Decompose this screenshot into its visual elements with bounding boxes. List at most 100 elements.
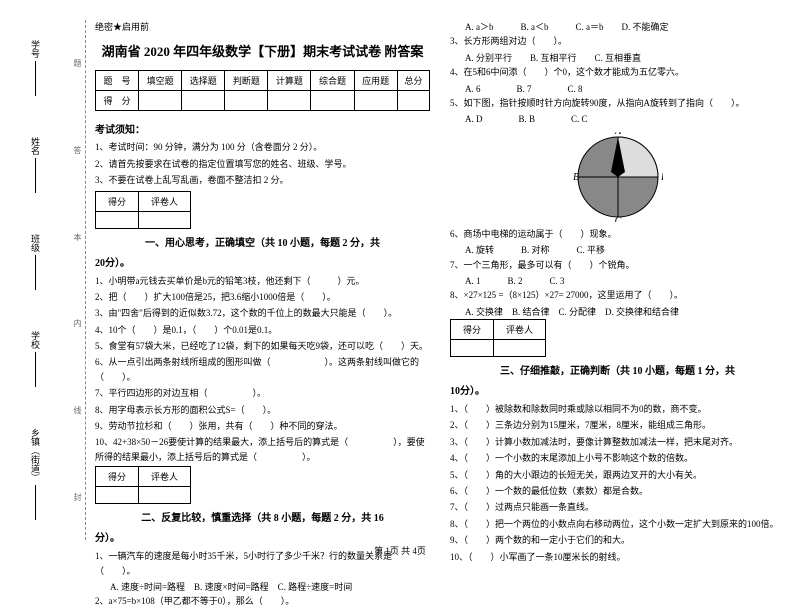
- label-b: B: [573, 172, 579, 183]
- question: 6、商场中电梯的运动属于（ ）现象。: [450, 227, 785, 241]
- table-cell: [311, 91, 354, 111]
- page-footer: 第 1页 共 4页: [374, 544, 426, 557]
- question: 4、（ ）一个小数的末尾添加上小号不影响这个数的倍数。: [450, 451, 785, 465]
- section-score-box: 得分 评卷人: [95, 191, 191, 229]
- score-cell: 评卷人: [139, 191, 191, 211]
- options: A. 1 B. 2 C. 3: [450, 274, 785, 288]
- options: A. 交换律 B. 结合律 C. 分配律 D. 交换律和结合律: [450, 305, 785, 319]
- side-label-xuexiao: 学校: [29, 331, 42, 387]
- question: 2、把（ ）扩大100倍是25，把3.6缩小1000倍是（ ）。: [95, 290, 430, 304]
- notice-item: 2、请首先按要求在试卷的指定位置填写您的姓名、班级、学号。: [95, 158, 430, 172]
- question: 3、长方形两组对边（ ）。: [450, 34, 785, 48]
- question: 5、（ ）角的大小跟边的长短无关，跟两边叉开的大小有关。: [450, 468, 785, 482]
- table-cell: [182, 91, 225, 111]
- marker: 题: [63, 59, 83, 67]
- label-text: 学校: [29, 331, 42, 349]
- label-line: [35, 61, 36, 96]
- table-header: 选择题: [182, 71, 225, 91]
- section-2-points: 分）。: [95, 529, 430, 544]
- question: 3、由"四舍"后得到的近似数3.72，这个数的千位上的数最大只能是（ ）。: [95, 306, 430, 320]
- dashed-fold-line: [85, 20, 86, 540]
- table-header: 判断题: [225, 71, 268, 91]
- question: 1、小明带a元钱去买单价是b元的铅笔3枝，他还剩下（ ）元。: [95, 274, 430, 288]
- question: 7、一个三角形，最多可以有（ ）个锐角。: [450, 258, 785, 272]
- table-cell: [225, 91, 268, 111]
- label-line: [35, 255, 36, 290]
- table-header: 计算题: [268, 71, 311, 91]
- exam-title: 湖南省 2020 年四年级数学【下册】期末考试试卷 附答案: [95, 41, 430, 60]
- side-label-xingming: 姓名: [29, 137, 42, 193]
- secret-label: 绝密★启用前: [95, 20, 430, 33]
- options: A. 分别平行 B. 互相平行 C. 互相垂直: [450, 51, 785, 65]
- question: 1、（ ）被除数和除数同时乘或除以相同不为0的数，商不变。: [450, 402, 785, 416]
- question: 6、从一点引出两条射线所组成的图形叫做（ ）。这两条射线叫做它的（ ）。: [95, 355, 430, 384]
- score-cell: [96, 487, 139, 504]
- label-text: 班级: [29, 234, 42, 252]
- label-line: [35, 352, 36, 387]
- side-label-column: 学号 姓名 班级 学校 乡镇（街道）: [8, 20, 63, 540]
- section-1-points: 20分）。: [95, 254, 430, 269]
- options: A. a＞b B. a＜b C. a＝b D. 不能确定: [450, 20, 785, 34]
- marker: 本: [63, 233, 83, 241]
- score-cell: [139, 211, 191, 228]
- notice-title: 考试须知：: [95, 121, 430, 136]
- table-header: 综合题: [311, 71, 354, 91]
- label-c: C: [614, 216, 621, 222]
- label-line: [35, 485, 36, 520]
- label-text: 学号: [29, 40, 42, 58]
- question: 10、（ ）小军画了一条10厘米长的射线。: [450, 550, 785, 564]
- score-cell: 得分: [96, 467, 139, 487]
- section-2-title: 二、反复比较，慎重选择（共 8 小题，每题 2 分，共 16: [95, 509, 430, 524]
- vertical-markers: 题 答 本 内 线 封: [63, 20, 83, 540]
- left-column: 绝密★启用前 湖南省 2020 年四年级数学【下册】期末考试试卷 附答案 题 号…: [95, 20, 430, 611]
- table-header: 题 号: [96, 71, 139, 91]
- question: 5、如下图，指针按顺时针方向旋转90度，从指向A旋转到了指向（ ）。: [450, 96, 785, 110]
- table-cell: [268, 91, 311, 111]
- section-3-points: 10分）。: [450, 382, 785, 397]
- table-cell: [397, 91, 429, 111]
- section-score-box: 得分 评卷人: [450, 319, 546, 357]
- score-cell: [96, 211, 139, 228]
- table-header: 总分: [397, 71, 429, 91]
- options: A. 速度÷时间=路程 B. 速度×时间=路程 C. 路程÷速度=时间: [95, 580, 430, 594]
- marker: 内: [63, 319, 83, 327]
- table-cell: 得 分: [96, 91, 139, 111]
- label-line: [35, 158, 36, 193]
- question: 9、（ ）两个数的和一定小于它们的和大。: [450, 533, 785, 547]
- label-a: A: [613, 132, 621, 137]
- question: 8、（ ）把一个两位的小数点向右移动两位，这个小数一定扩大到原来的100倍。: [450, 517, 785, 531]
- label-text: 乡镇（街道）: [29, 428, 42, 482]
- table-header: 填空题: [139, 71, 182, 91]
- label-text: 姓名: [29, 137, 42, 155]
- side-label-xuehao: 学号: [29, 40, 42, 96]
- question: 4、10个（ ）是0.1，（ ）个0.01是0.1。: [95, 323, 430, 337]
- section-3-title: 三、仔细推敲，正确判断（共 10 小题，每题 1 分，共: [450, 362, 785, 377]
- score-cell: 评卷人: [139, 467, 191, 487]
- marker: 封: [63, 493, 83, 501]
- score-cell: 得分: [451, 320, 494, 340]
- question: 9、劳动节拉杉和（ ）张用，共有（ ）种不同的穿法。: [95, 419, 430, 433]
- question: 3、（ ）计算小数加减法时，要像计算整数加减法一样，把末尾对齐。: [450, 435, 785, 449]
- table-header: 应用题: [354, 71, 397, 91]
- question: 8、×27×125 =（8×125）×27= 27000，这里运用了（ ）。: [450, 288, 785, 302]
- right-column: A. a＞b B. a＜b C. a＝b D. 不能确定 3、长方形两组对边（ …: [450, 20, 785, 611]
- main-content: 绝密★启用前 湖南省 2020 年四年级数学【下册】期末考试试卷 附答案 题 号…: [95, 20, 785, 611]
- options: A. 旋转 B. 对称 C. 平移: [450, 243, 785, 257]
- label-d: D: [660, 172, 663, 183]
- score-cell: [139, 487, 191, 504]
- marker: 答: [63, 146, 83, 154]
- options: A. 6 B. 7 C. 8: [450, 82, 785, 96]
- notice-item: 3、不要在试卷上乱写乱画，卷面不整洁扣 2 分。: [95, 174, 430, 188]
- question: 2、a×75=b×108（甲乙都不等于0），那么（ ）。: [95, 594, 430, 608]
- table-cell: [354, 91, 397, 111]
- side-label-banji: 班级: [29, 234, 42, 290]
- score-cell: [451, 340, 494, 357]
- options: A. D B. B C. C: [450, 112, 785, 126]
- marker: 线: [63, 406, 83, 414]
- question: 4、在5和6中间添（ ）个0，这个数才能成为五亿零六。: [450, 65, 785, 79]
- side-label-xiangzhen: 乡镇（街道）: [29, 428, 42, 520]
- table-cell: [139, 91, 182, 111]
- score-cell: 得分: [96, 191, 139, 211]
- spinner-diagram: A B C D: [573, 132, 663, 222]
- question: 6、（ ）一个数的最低位数（素数）都是合数。: [450, 484, 785, 498]
